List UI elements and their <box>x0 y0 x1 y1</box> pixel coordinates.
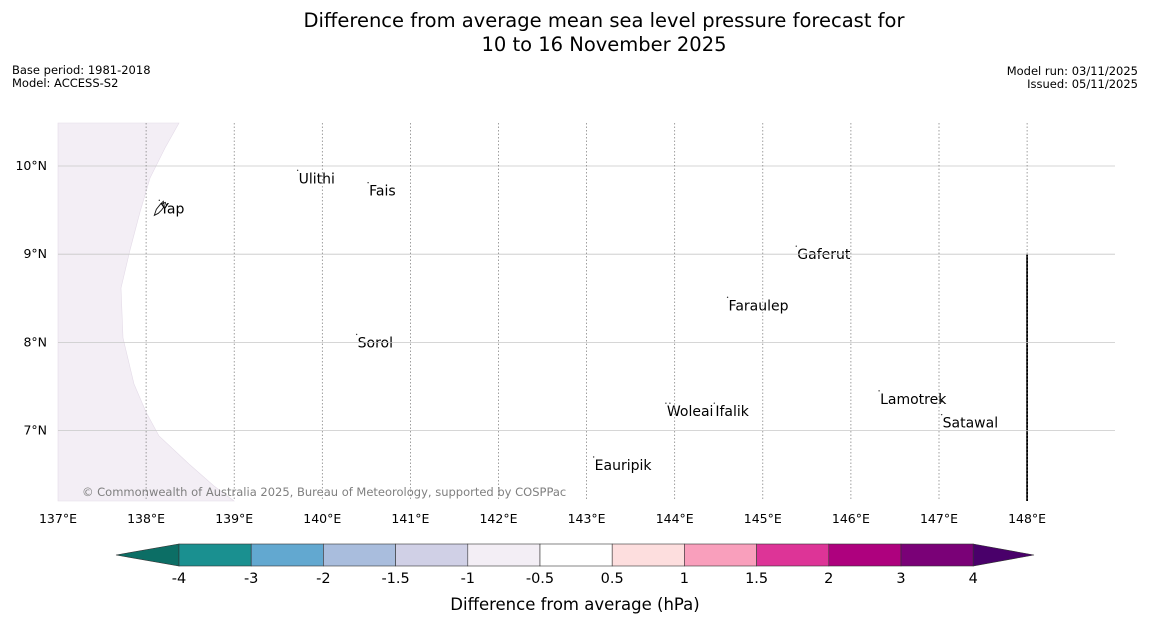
colorbar-swatch <box>611 543 685 567</box>
colorbar-tick-label: -0.5 <box>526 571 554 587</box>
colorbar-tick-label: -1 <box>461 571 475 587</box>
lon-tick-label: 140°E <box>303 511 341 526</box>
issued-text: Issued: 05/11/2025 <box>1027 77 1138 91</box>
map-title: Difference from average mean sea level p… <box>0 9 1150 57</box>
anomaly-field-shading <box>57 122 235 502</box>
colorbar-swatch <box>756 543 830 567</box>
island-label: Satawal <box>943 416 998 432</box>
island-marker <box>355 333 358 336</box>
lon-tick-label: 145°E <box>744 511 782 526</box>
copyright-text: © Commonwealth of Australia 2025, Bureau… <box>82 485 566 499</box>
lon-tick-label: 142°E <box>479 511 517 526</box>
island-marker <box>878 390 880 392</box>
colorbar-tick-label: -2 <box>316 571 330 587</box>
map-plot-area[interactable]: Yap Ulithi Fais Gaferut Faraulep Sorol Woleai I… <box>57 122 1028 502</box>
island-label: Fais <box>369 184 396 200</box>
lat-tick-label: 7°N <box>23 423 47 438</box>
colorbar-swatch <box>467 543 541 567</box>
island-marker <box>367 181 369 184</box>
colorbar-label: Difference from average (hPa) <box>450 595 699 614</box>
island-label: Gaferut <box>797 247 851 263</box>
metadata-left: Base period: 1981-2018 Model: ACCESS-S2 <box>12 64 151 90</box>
lon-tick-label: 141°E <box>391 511 429 526</box>
colorbar-tick-label: 4 <box>969 571 978 587</box>
lon-tick-label: 146°E <box>832 511 870 526</box>
colorbar-swatch <box>178 543 252 567</box>
island-marker <box>158 199 161 202</box>
colorbar-tick-label: 3 <box>896 571 905 587</box>
lat-tick-label: 8°N <box>23 334 47 349</box>
island-label: Ifalik <box>715 404 749 420</box>
island-label: Faraulep <box>729 298 789 314</box>
island-marker <box>940 400 943 403</box>
colorbar-tick-label: -3 <box>244 571 258 587</box>
colorbar-swatch <box>395 543 469 567</box>
island-label: Yap <box>159 201 184 217</box>
island-marker <box>665 402 667 404</box>
lon-tick-label: 144°E <box>656 511 694 526</box>
island-marker <box>795 245 797 247</box>
map-axes: 10°N 9°N 8°N 7°N 137°E 138°E 139°E 140°E 141°E 14… <box>15 123 1115 526</box>
title-line-2: 10 to 16 November 2025 <box>481 33 727 56</box>
island-label: Sorol <box>358 335 393 351</box>
colorbar-swatch <box>539 543 613 567</box>
model-text: Model: ACCESS-S2 <box>12 76 119 90</box>
metadata-right: Model run: 03/11/2025 Issued: 05/11/2025 <box>1007 65 1138 91</box>
colorbar-tick-label: -4 <box>172 571 186 587</box>
lat-tick-label: 10°N <box>15 158 47 173</box>
colorbar-over-extension <box>972 543 1035 567</box>
colorbar-tick-label: 1 <box>680 571 689 587</box>
lon-tick-label: 147°E <box>920 511 958 526</box>
colorbar-swatch <box>323 543 396 567</box>
island-marker <box>940 413 943 416</box>
colorbar-swatch <box>684 543 757 567</box>
model-run-text: Model run: 03/11/2025 <box>1006 64 1138 78</box>
colorbar-swatch <box>900 543 974 567</box>
lon-tick-label: 137°E <box>39 511 77 526</box>
colorbar: -4 -3 -2 -1.5 -1 -0.5 0.5 1 1.5 2 3 4 <box>115 543 1035 587</box>
island-marker <box>592 456 595 458</box>
island-label: Ulithi <box>299 171 335 187</box>
colorbar-tick-label: 1.5 <box>745 571 768 587</box>
lat-tick-label: 9°N <box>23 246 47 261</box>
lon-tick-label: 138°E <box>127 511 165 526</box>
lon-tick-label: 143°E <box>568 511 606 526</box>
island-label: Woleai <box>667 404 714 420</box>
lon-tick-label: 139°E <box>215 511 253 526</box>
lon-tick-label: 148°E <box>1008 511 1046 526</box>
yap-island-outline <box>153 200 167 217</box>
colorbar-tick-label: 0.5 <box>601 571 624 587</box>
colorbar-swatch <box>828 543 902 567</box>
island-label: Lamotrek <box>880 392 947 408</box>
island-marker <box>296 169 299 172</box>
island-marker <box>669 402 671 404</box>
colorbar-tick-label: -1.5 <box>381 571 409 587</box>
colorbar-swatch <box>250 543 324 567</box>
base-period-text: Base period: 1981-2018 <box>12 63 151 77</box>
colorbar-tick-label: 2 <box>824 571 833 587</box>
title-line-1: Difference from average mean sea level p… <box>303 9 905 32</box>
island-label: Eauripik <box>595 458 653 474</box>
island-marker <box>713 402 716 404</box>
colorbar-under-extension <box>115 543 180 567</box>
island-marker <box>726 296 729 299</box>
